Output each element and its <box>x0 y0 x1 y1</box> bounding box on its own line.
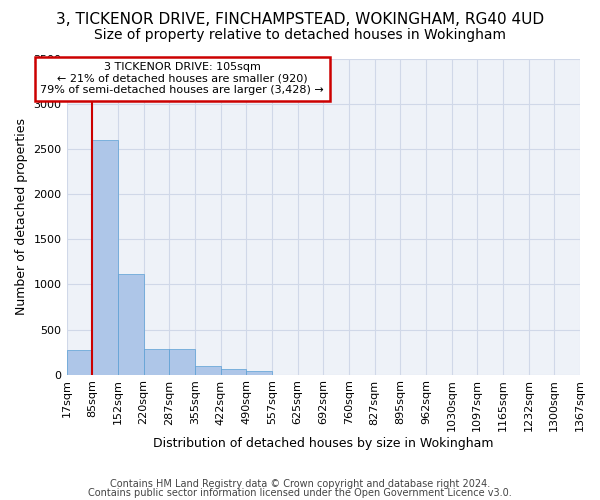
Bar <box>92 140 118 374</box>
Y-axis label: Number of detached properties: Number of detached properties <box>15 118 28 316</box>
X-axis label: Distribution of detached houses by size in Wokingham: Distribution of detached houses by size … <box>153 437 494 450</box>
Bar <box>143 349 169 374</box>
Bar <box>195 366 221 374</box>
Text: Contains HM Land Registry data © Crown copyright and database right 2024.: Contains HM Land Registry data © Crown c… <box>110 479 490 489</box>
Bar <box>67 350 92 374</box>
Bar <box>118 274 143 374</box>
Bar <box>169 350 195 374</box>
Text: Contains public sector information licensed under the Open Government Licence v3: Contains public sector information licen… <box>88 488 512 498</box>
Text: 3, TICKENOR DRIVE, FINCHAMPSTEAD, WOKINGHAM, RG40 4UD: 3, TICKENOR DRIVE, FINCHAMPSTEAD, WOKING… <box>56 12 544 28</box>
Bar <box>246 371 272 374</box>
Text: 3 TICKENOR DRIVE: 105sqm
← 21% of detached houses are smaller (920)
79% of semi-: 3 TICKENOR DRIVE: 105sqm ← 21% of detach… <box>40 62 324 96</box>
Bar <box>221 369 246 374</box>
Text: Size of property relative to detached houses in Wokingham: Size of property relative to detached ho… <box>94 28 506 42</box>
